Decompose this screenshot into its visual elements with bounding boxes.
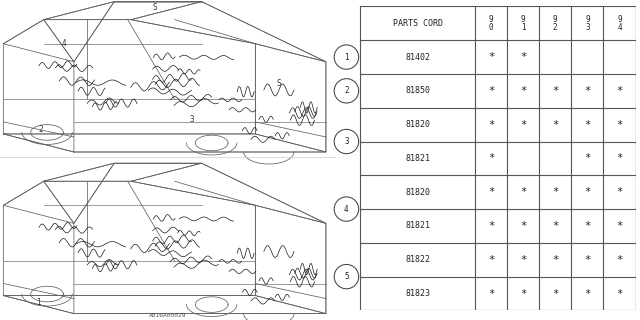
Text: 4: 4 [61,39,66,48]
Text: *: * [584,86,591,96]
Text: 81823: 81823 [405,289,430,298]
Text: S: S [152,4,157,12]
Text: 81820: 81820 [405,120,430,129]
Text: 81850: 81850 [405,86,430,95]
Text: *: * [552,187,558,197]
Text: *: * [552,86,558,96]
Circle shape [334,45,358,69]
Text: 81402: 81402 [405,52,430,61]
Text: *: * [584,255,591,265]
Text: *: * [616,120,623,130]
Text: 2: 2 [38,125,43,134]
Text: *: * [552,120,558,130]
Circle shape [334,264,358,289]
Text: 9
0: 9 0 [489,15,493,32]
Text: *: * [584,153,591,164]
Text: *: * [520,255,526,265]
Text: *: * [584,221,591,231]
Text: *: * [488,153,494,164]
Text: *: * [520,120,526,130]
Text: *: * [616,255,623,265]
Text: *: * [488,289,494,299]
Text: *: * [488,187,494,197]
Text: 81820: 81820 [405,188,430,197]
Text: *: * [488,52,494,62]
Text: 3: 3 [189,116,194,124]
Text: *: * [520,52,526,62]
Text: 81821: 81821 [405,221,430,230]
Text: *: * [552,221,558,231]
Text: 9
4: 9 4 [617,15,622,32]
Text: 3: 3 [344,137,349,146]
Text: 2: 2 [344,86,349,95]
Text: 4: 4 [344,204,349,213]
Text: 9
1: 9 1 [521,15,525,32]
Text: *: * [616,86,623,96]
Text: 5: 5 [344,272,349,281]
Text: *: * [520,187,526,197]
Text: *: * [584,120,591,130]
Text: *: * [488,221,494,231]
Text: 1: 1 [36,298,41,307]
Text: 1: 1 [344,52,349,61]
Text: PARTS CORD: PARTS CORD [392,19,442,28]
Text: *: * [520,289,526,299]
Text: 9
3: 9 3 [585,15,589,32]
Text: 81821: 81821 [405,154,430,163]
Circle shape [334,129,358,154]
Circle shape [334,197,358,221]
Circle shape [334,79,358,103]
Text: *: * [616,153,623,164]
Text: *: * [488,120,494,130]
Text: *: * [488,255,494,265]
Text: *: * [552,255,558,265]
Text: *: * [520,86,526,96]
Text: *: * [584,187,591,197]
Text: *: * [488,86,494,96]
Text: *: * [616,221,623,231]
Text: A816A00029: A816A00029 [149,313,187,318]
Text: *: * [552,289,558,299]
Text: *: * [616,187,623,197]
Text: S: S [276,79,281,88]
Text: 81822: 81822 [405,255,430,264]
Text: *: * [584,289,591,299]
Text: 9
2: 9 2 [553,15,557,32]
Text: *: * [616,289,623,299]
Text: *: * [520,221,526,231]
